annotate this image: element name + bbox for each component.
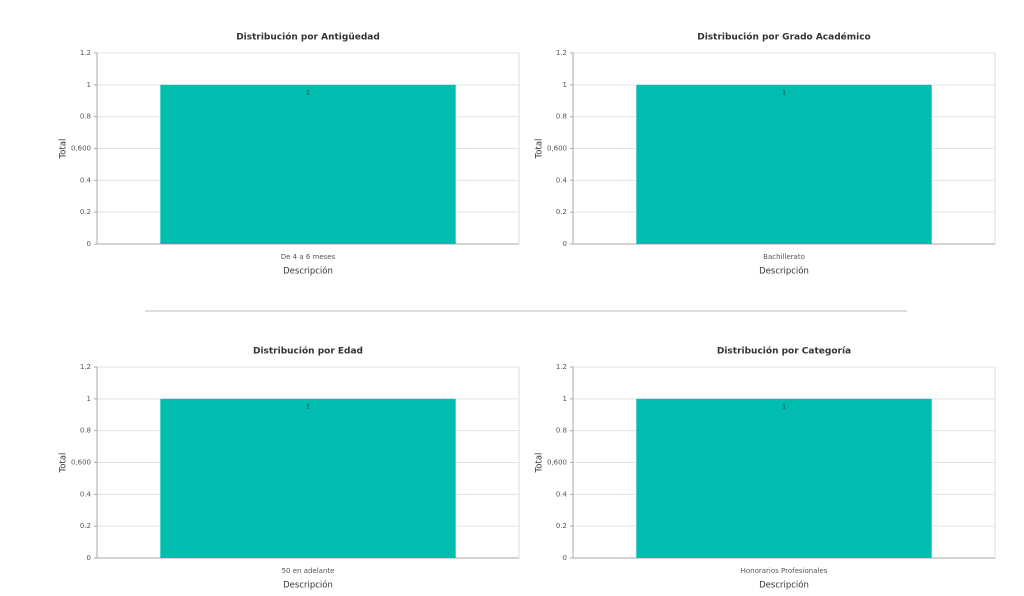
data-label: 1 xyxy=(306,89,310,96)
y-axis-title: Total xyxy=(59,139,69,160)
y-tick-label: 0,600 xyxy=(547,459,567,467)
y-axis-title: Total xyxy=(535,453,545,474)
x-axis-title: Descripción xyxy=(283,266,333,277)
y-tick-label: 0.2 xyxy=(80,522,91,530)
y-tick-label: 1 xyxy=(563,395,567,403)
y-tick-label: 0.2 xyxy=(556,208,567,216)
x-axis-title: Descripción xyxy=(759,580,809,591)
bar xyxy=(160,398,456,558)
y-tick-label: 0.8 xyxy=(80,427,91,435)
x-axis-title: Descripción xyxy=(283,580,333,591)
y-tick-label: 0.4 xyxy=(80,176,92,184)
y-tick-label: 0,600 xyxy=(547,145,567,153)
y-tick-label: 0.4 xyxy=(556,176,568,184)
y-tick-label: 0.4 xyxy=(556,490,568,498)
data-label: 1 xyxy=(306,403,310,410)
bar xyxy=(636,398,932,558)
y-tick-label: 1 xyxy=(87,395,91,403)
y-axis-title: Total xyxy=(535,139,545,160)
data-label: 1 xyxy=(782,403,786,410)
bar xyxy=(160,84,456,244)
x-tick-label: 50 en adelante xyxy=(282,567,335,575)
y-tick-label: 0 xyxy=(563,240,567,248)
y-tick-label: 0.2 xyxy=(556,522,567,530)
y-tick-label: 0 xyxy=(563,554,567,562)
y-tick-label: 0 xyxy=(87,554,91,562)
y-tick-label: 1 xyxy=(563,81,567,89)
chart-title: Distribución por Grado Académico xyxy=(697,32,871,43)
y-tick-label: 0.8 xyxy=(556,113,567,121)
chart-title: Distribución por Categoría xyxy=(717,346,851,357)
data-label: 1 xyxy=(782,89,786,96)
x-tick-label: De 4 a 6 meses xyxy=(281,253,336,261)
x-axis-title: Descripción xyxy=(759,266,809,277)
y-tick-label: 0.2 xyxy=(80,208,91,216)
chart-title: Distribución por Edad xyxy=(253,346,363,357)
y-tick-label: 0.4 xyxy=(80,490,92,498)
y-tick-label: 1.2 xyxy=(556,363,567,371)
y-tick-label: 0,600 xyxy=(71,459,91,467)
x-tick-label: Honorarios Profesionales xyxy=(741,567,828,575)
y-tick-label: 1.2 xyxy=(80,363,91,371)
y-tick-label: 1 xyxy=(87,81,91,89)
x-tick-label: Bachillerato xyxy=(763,253,805,261)
y-axis-title: Total xyxy=(59,453,69,474)
y-tick-label: 0.8 xyxy=(556,427,567,435)
y-tick-label: 1.2 xyxy=(556,49,567,57)
y-tick-label: 0,600 xyxy=(71,145,91,153)
y-tick-label: 0.8 xyxy=(80,113,91,121)
y-tick-label: 1.2 xyxy=(80,49,91,57)
chart-title: Distribución por Antigüedad xyxy=(236,32,380,43)
bar xyxy=(636,84,932,244)
y-tick-label: 0 xyxy=(87,240,91,248)
